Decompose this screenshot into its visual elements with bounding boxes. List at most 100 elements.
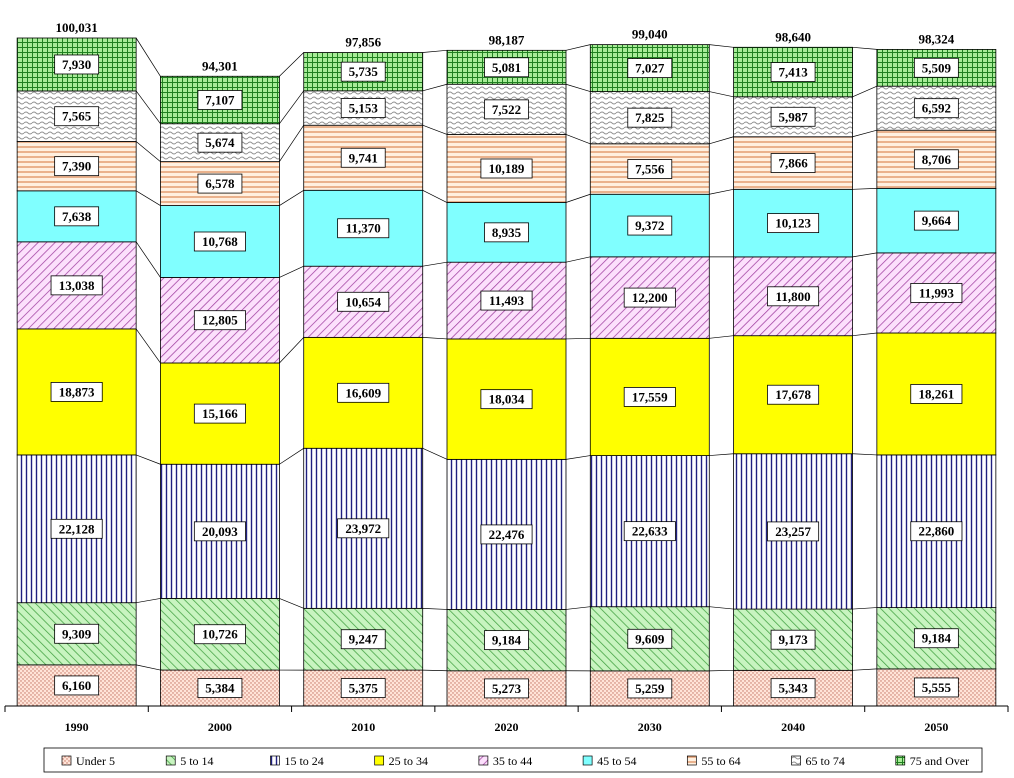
data-label-box-55-to-64-2010 xyxy=(340,147,386,168)
data-label-box-5-to-14-1990 xyxy=(54,623,100,644)
bar-under-5-2030 xyxy=(589,670,710,707)
connector-line xyxy=(279,265,304,278)
data-label-65-to-74-2030: 7,825 xyxy=(635,110,665,125)
data-label-25-to-34-2040: 17,678 xyxy=(775,387,811,402)
legend-swatch-75-and-over xyxy=(895,755,906,766)
x-tick-label-2020: 2020 xyxy=(495,720,519,734)
data-label-under-5-2030: 5,259 xyxy=(635,681,665,696)
connector-line xyxy=(279,337,304,364)
connector-line xyxy=(279,598,304,609)
data-label-65-to-74-2000: 5,674 xyxy=(205,135,235,150)
data-label-box-75-and-over-1990 xyxy=(54,54,100,75)
data-label-15-to-24-2050: 22,860 xyxy=(918,524,954,539)
bars-group xyxy=(16,37,997,707)
data-label-25-to-34-2030: 17,559 xyxy=(632,389,668,404)
data-label-box-35-to-44-1990 xyxy=(50,275,103,296)
data-label-box-35-to-44-2000 xyxy=(193,310,246,331)
data-label-box-15-to-24-1990 xyxy=(50,518,103,539)
x-tick-label-2050: 2050 xyxy=(924,720,948,734)
data-label-5-to-14-2020: 9,184 xyxy=(492,633,522,648)
data-label-5-to-14-2000: 10,726 xyxy=(202,627,238,642)
legend-swatch-15-to-24 xyxy=(270,755,280,766)
data-label-box-55-to-64-2020 xyxy=(480,158,533,179)
connector-line xyxy=(279,90,304,124)
data-label-box-15-to-24-2050 xyxy=(910,521,963,542)
data-label-15-to-24-2020: 22,476 xyxy=(489,527,525,542)
connector-line xyxy=(709,453,734,456)
data-label-box-under-5-2010 xyxy=(340,678,386,698)
data-label-box-55-to-64-1990 xyxy=(54,156,100,177)
data-label-box-25-to-34-2010 xyxy=(337,382,390,403)
data-label-45-to-54-2030: 9,372 xyxy=(635,218,664,233)
connector-line xyxy=(852,85,877,98)
data-label-box-35-to-44-2040 xyxy=(767,286,820,307)
data-label-box-under-5-2050 xyxy=(913,677,959,698)
data-label-box-25-to-34-2020 xyxy=(480,389,533,410)
data-label-box-75-and-over-2050 xyxy=(913,57,959,78)
connector-line xyxy=(279,189,304,206)
x-axis: 1990 2000 2010 2020 2030 2040 2050 xyxy=(4,705,1009,734)
connector-line xyxy=(709,91,734,98)
data-label-75-and-over-2050: 5,509 xyxy=(922,60,952,75)
data-label-75-and-over-2020: 5,081 xyxy=(492,60,521,75)
data-label-box-55-to-64-2030 xyxy=(627,159,673,179)
connector-line xyxy=(422,337,448,340)
data-label-5-to-14-2050: 9,184 xyxy=(922,631,952,646)
data-label-75-and-over-1990: 7,930 xyxy=(62,57,91,72)
legend-label-75-and-over: 75 and Over xyxy=(910,754,969,768)
data-label-15-to-24-2030: 22,633 xyxy=(632,524,668,539)
connector-line xyxy=(135,241,161,278)
data-label-65-to-74-2020: 7,522 xyxy=(492,102,521,117)
data-label-35-to-44-2010: 10,654 xyxy=(345,294,381,309)
connector-line xyxy=(135,190,161,206)
connector-line xyxy=(422,447,448,460)
connector-line xyxy=(422,261,448,267)
connector-line xyxy=(852,129,877,138)
data-label-35-to-44-2000: 12,805 xyxy=(202,313,238,328)
data-label-45-to-54-2010: 11,370 xyxy=(346,221,381,236)
data-label-box-5-to-14-2050 xyxy=(913,628,959,649)
connector-line xyxy=(135,141,161,162)
data-label-box-5-to-14-2030 xyxy=(627,628,673,649)
data-label-15-to-24-2000: 20,093 xyxy=(202,524,238,539)
data-label-box-25-to-34-2030 xyxy=(623,387,676,407)
data-label-box-55-to-64-2050 xyxy=(913,149,959,170)
data-label-box-35-to-44-2010 xyxy=(337,291,390,312)
data-label-box-75-and-over-2010 xyxy=(340,61,386,82)
data-label-5-to-14-1990: 9,309 xyxy=(62,626,92,641)
data-label-box-15-to-24-2040 xyxy=(767,521,820,542)
data-label-65-to-74-2050: 6,592 xyxy=(922,101,951,116)
data-label-box-15-to-24-2000 xyxy=(193,521,246,542)
connector-line xyxy=(136,454,161,465)
data-label-box-65-to-74-2000 xyxy=(197,132,243,153)
connector-line xyxy=(422,189,448,203)
x-tick-label-2040: 2040 xyxy=(781,720,805,734)
connector-line xyxy=(279,447,304,465)
legend-label-35-to-44: 35 to 44 xyxy=(493,754,532,768)
connector-line xyxy=(709,136,734,145)
connector-line xyxy=(709,606,734,610)
data-label-65-to-74-2040: 5,987 xyxy=(778,109,808,124)
data-label-45-to-54-2020: 8,935 xyxy=(492,225,522,240)
data-label-5-to-14-2040: 9,173 xyxy=(778,632,808,647)
data-label-75-and-over-2040: 7,413 xyxy=(778,65,808,80)
data-label-box-under-5-2040 xyxy=(770,678,816,699)
connector-line xyxy=(565,337,591,340)
data-label-box-5-to-14-2000 xyxy=(193,624,246,645)
data-label-box-75-and-over-2020 xyxy=(484,57,529,78)
total-label-2040: 98,640 xyxy=(775,29,811,44)
data-label-box-45-to-54-2030 xyxy=(627,215,673,236)
data-label-box-5-to-14-2020 xyxy=(484,630,529,651)
connector-line xyxy=(852,46,877,50)
data-label-75-and-over-2010: 5,735 xyxy=(349,64,379,79)
legend-swatch-55-to-64 xyxy=(686,755,697,766)
data-label-box-65-to-74-2020 xyxy=(484,99,529,120)
data-label-box-45-to-54-1990 xyxy=(54,206,100,227)
total-label-1990: 100,031 xyxy=(56,20,98,35)
data-label-75-and-over-2030: 7,027 xyxy=(635,61,665,76)
connector-line xyxy=(279,52,304,77)
data-label-15-to-24-2010: 23,972 xyxy=(345,521,381,536)
connector-line xyxy=(852,332,877,337)
bar-55-to-64-2000 xyxy=(160,161,280,206)
data-label-box-75-and-over-2030 xyxy=(627,58,673,78)
